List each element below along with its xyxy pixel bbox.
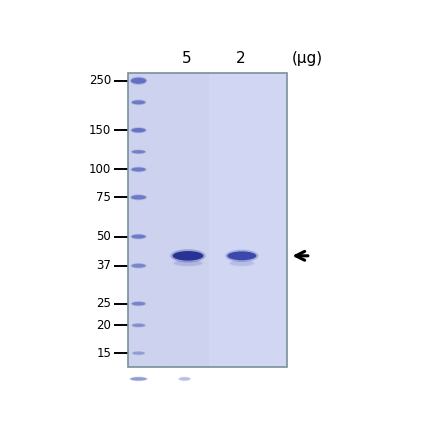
Bar bbox=[128, 73, 287, 367]
Ellipse shape bbox=[129, 377, 148, 381]
Ellipse shape bbox=[130, 377, 147, 381]
Text: 25: 25 bbox=[96, 297, 111, 310]
Ellipse shape bbox=[130, 194, 147, 200]
Ellipse shape bbox=[131, 149, 147, 154]
Ellipse shape bbox=[130, 234, 147, 239]
Text: 50: 50 bbox=[96, 230, 111, 243]
Text: 15: 15 bbox=[96, 347, 111, 360]
Ellipse shape bbox=[132, 351, 145, 355]
Ellipse shape bbox=[228, 259, 256, 267]
Text: 20: 20 bbox=[96, 319, 111, 332]
Text: 37: 37 bbox=[96, 259, 111, 272]
Text: 100: 100 bbox=[89, 163, 111, 176]
Ellipse shape bbox=[132, 302, 145, 306]
Text: 5: 5 bbox=[181, 51, 191, 66]
Ellipse shape bbox=[132, 264, 146, 268]
Ellipse shape bbox=[170, 249, 205, 262]
Ellipse shape bbox=[230, 261, 254, 266]
Text: 75: 75 bbox=[96, 191, 111, 204]
Text: 250: 250 bbox=[89, 74, 111, 87]
Ellipse shape bbox=[132, 150, 145, 153]
Ellipse shape bbox=[131, 195, 146, 199]
Ellipse shape bbox=[130, 76, 147, 85]
Ellipse shape bbox=[179, 377, 191, 381]
Ellipse shape bbox=[172, 259, 204, 267]
Ellipse shape bbox=[132, 324, 145, 327]
Ellipse shape bbox=[227, 251, 257, 260]
Ellipse shape bbox=[132, 100, 145, 105]
Ellipse shape bbox=[132, 235, 146, 239]
Ellipse shape bbox=[131, 323, 146, 328]
Text: 150: 150 bbox=[89, 124, 111, 137]
Ellipse shape bbox=[131, 301, 147, 306]
Ellipse shape bbox=[132, 168, 146, 172]
Ellipse shape bbox=[225, 250, 259, 262]
Ellipse shape bbox=[131, 100, 147, 105]
Text: (μg): (μg) bbox=[292, 51, 323, 66]
Ellipse shape bbox=[130, 167, 147, 172]
Ellipse shape bbox=[130, 263, 147, 269]
Text: 2: 2 bbox=[236, 51, 246, 66]
Ellipse shape bbox=[172, 251, 203, 261]
Ellipse shape bbox=[174, 261, 202, 266]
Ellipse shape bbox=[132, 128, 146, 132]
Ellipse shape bbox=[130, 127, 147, 133]
Ellipse shape bbox=[131, 78, 146, 84]
Ellipse shape bbox=[178, 377, 191, 381]
Ellipse shape bbox=[132, 351, 146, 355]
